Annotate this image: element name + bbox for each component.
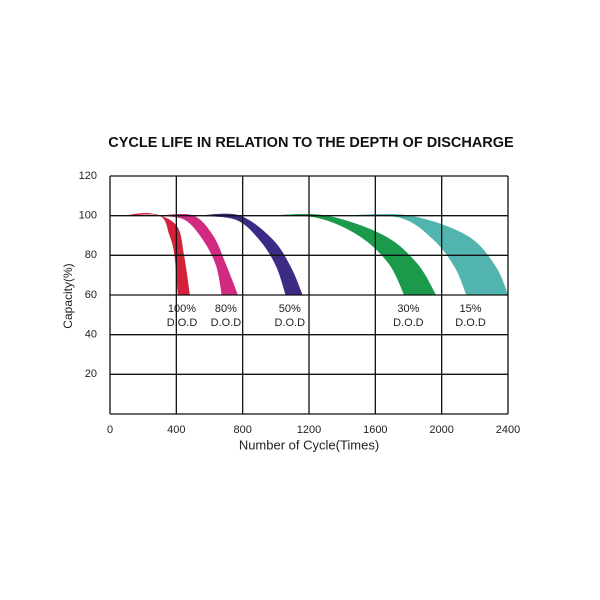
- series-label: D.O.D: [455, 317, 486, 329]
- y-tick-label: 20: [85, 368, 97, 380]
- series-name: 50%: [279, 303, 301, 315]
- series-label: D.O.D: [211, 317, 242, 329]
- x-tick-label: 400: [167, 424, 185, 436]
- y-tick-label: 80: [85, 249, 97, 261]
- x-tick-label: 800: [233, 424, 251, 436]
- chart-title: CYCLE LIFE IN RELATION TO THE DEPTH OF D…: [108, 135, 514, 151]
- series-name: 80%: [215, 303, 237, 315]
- x-tick-label: 0: [107, 424, 113, 436]
- series-label: D.O.D: [275, 317, 306, 329]
- x-tick-label: 1600: [363, 424, 387, 436]
- series-name: 15%: [460, 303, 482, 315]
- dod-band: [124, 212, 190, 296]
- y-tick-label: 60: [85, 289, 97, 301]
- y-tick-label: 120: [79, 170, 97, 182]
- series-name: 100%: [168, 303, 196, 315]
- y-axis-label: Capacity(%): [61, 263, 75, 328]
- series-label: D.O.D: [393, 317, 424, 329]
- x-tick-label: 2400: [496, 424, 520, 436]
- x-axis-label: Number of Cycle(Times): [239, 437, 379, 452]
- y-tick-label: 40: [85, 329, 97, 341]
- y-tick-label: 100: [79, 210, 97, 222]
- series-name: 30%: [397, 303, 419, 315]
- series-label: D.O.D: [167, 317, 198, 329]
- x-tick-label: 1200: [297, 424, 321, 436]
- x-tick-label: 2000: [429, 424, 453, 436]
